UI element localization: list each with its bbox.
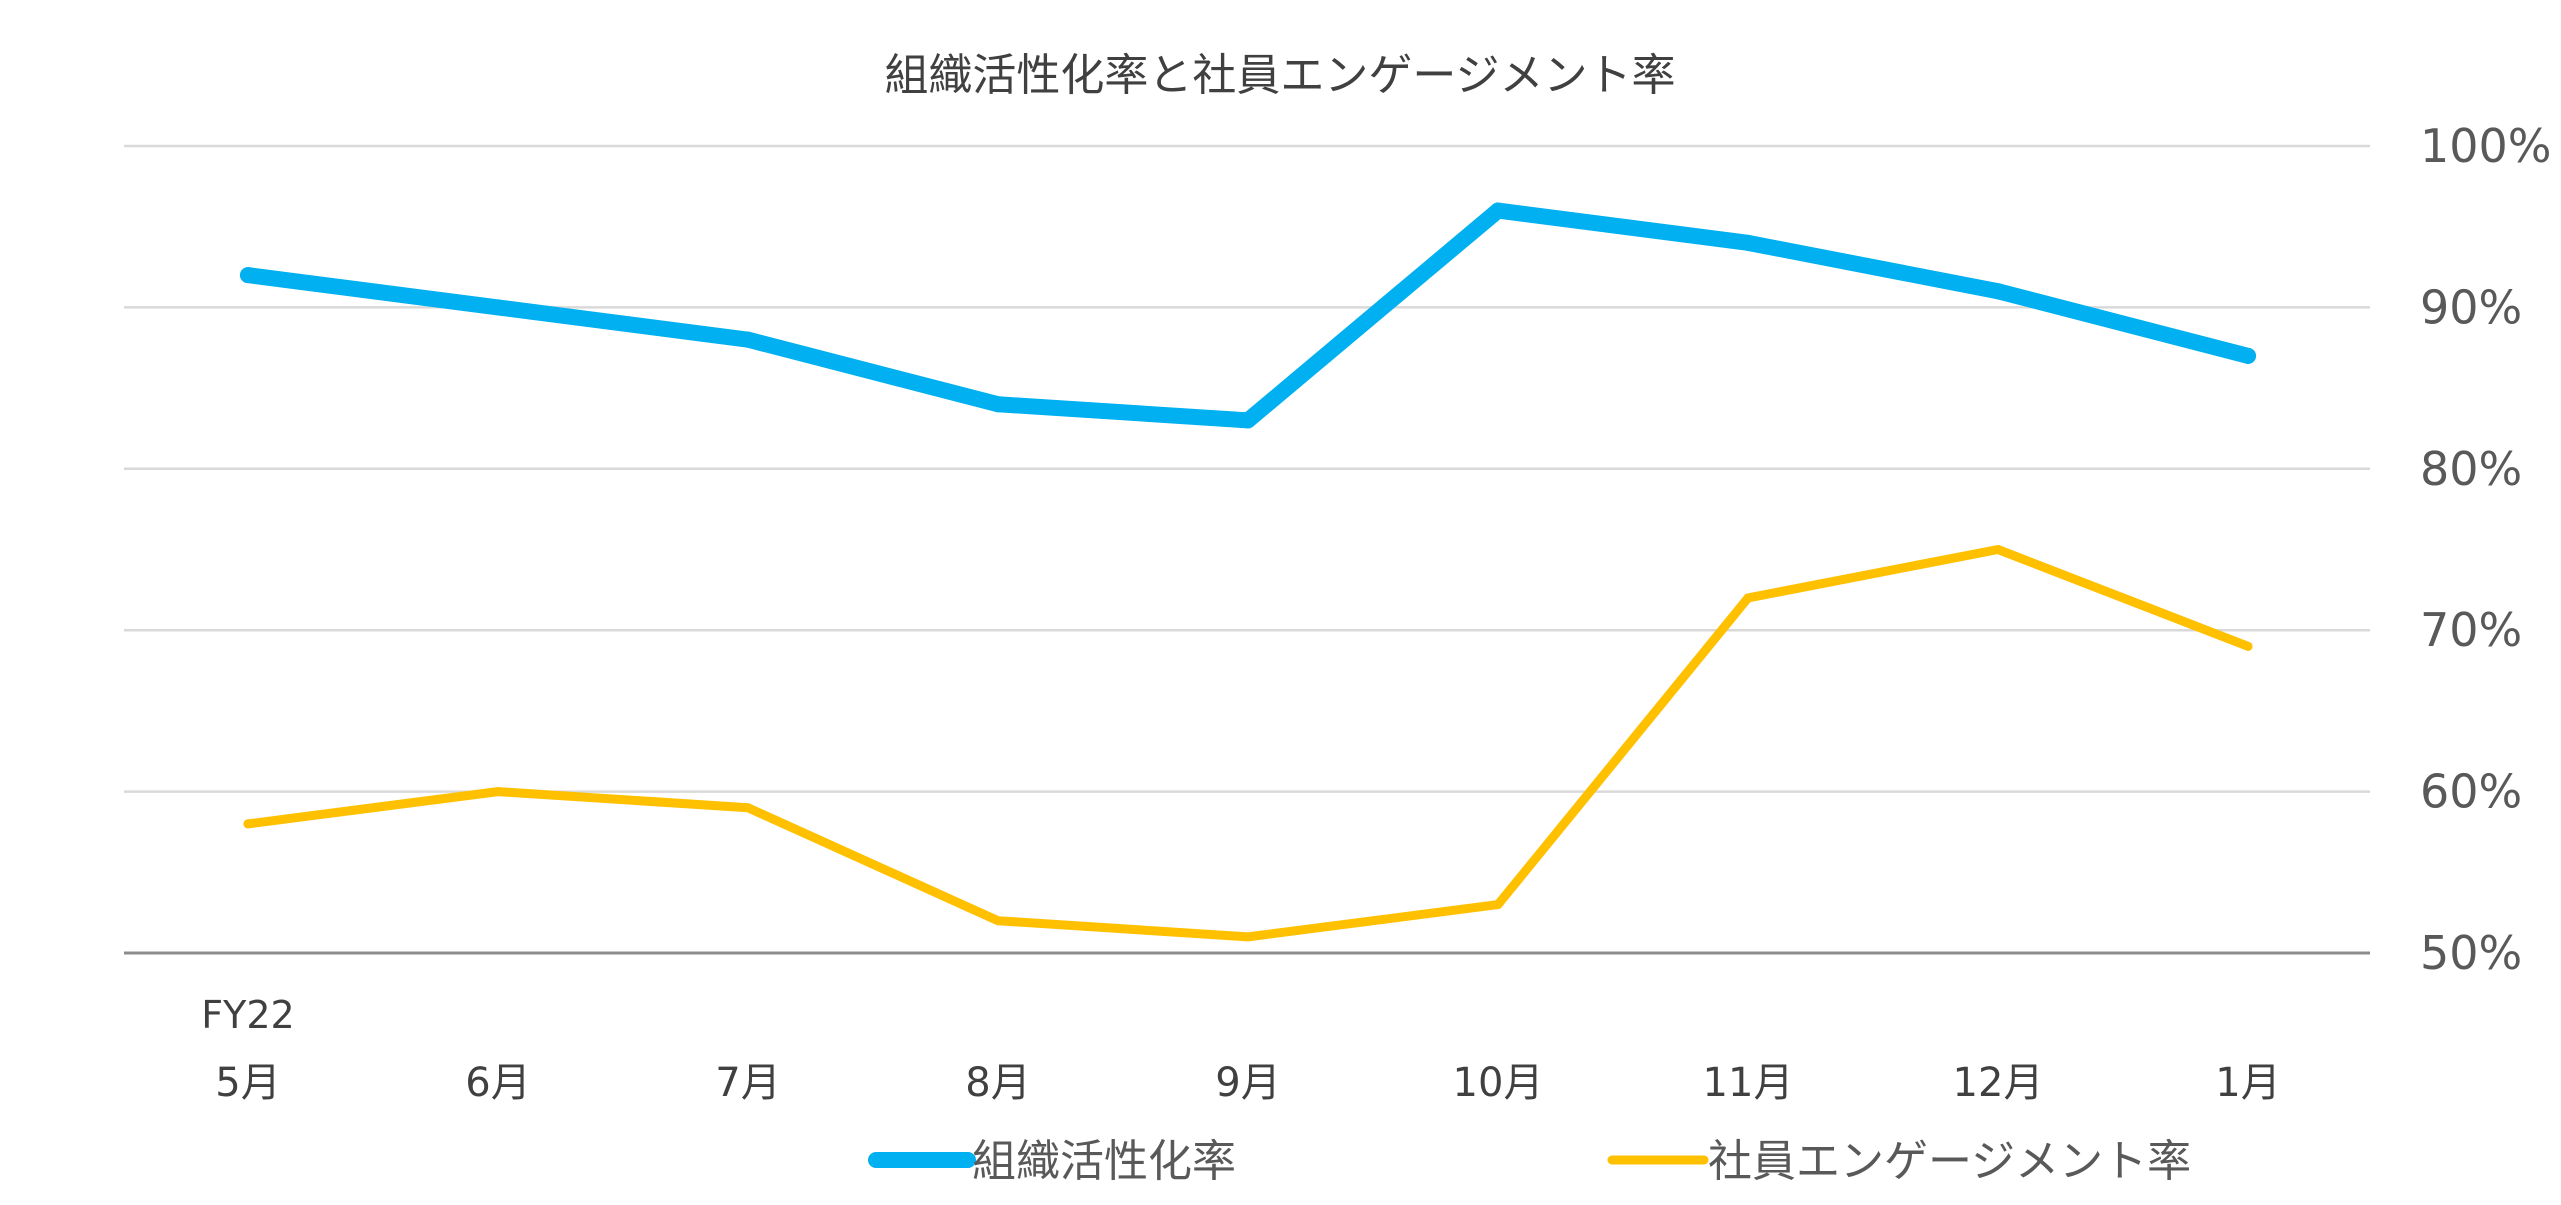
y-axis-ticks: 50% 60% 70% 80% 90% 100% <box>2420 119 2552 980</box>
data-point <box>1743 593 1753 603</box>
x-tick-label: 5月 <box>215 1060 280 1106</box>
data-point <box>1240 412 1256 429</box>
data-point <box>2243 641 2253 651</box>
data-point <box>1993 545 2003 554</box>
data-point <box>1990 283 2006 300</box>
y-tick-label: 70% <box>2420 603 2522 657</box>
chart-title: 組織活性化率と社員エンゲージメント率 <box>884 50 1675 101</box>
data-point <box>243 819 253 829</box>
data-point <box>493 787 503 797</box>
data-point <box>1740 234 1756 251</box>
x-tick-label: 6月 <box>465 1060 530 1106</box>
data-point <box>1243 932 1253 942</box>
y-tick-label: 50% <box>2420 926 2522 980</box>
data-point <box>1493 900 1503 910</box>
series-line-2 <box>243 545 2253 942</box>
y-tick-label: 60% <box>2420 765 2522 819</box>
data-point <box>240 267 256 284</box>
gridlines <box>124 144 2370 955</box>
data-point <box>2240 347 2256 364</box>
y-tick-label: 100% <box>2420 119 2552 173</box>
y-tick-label: 90% <box>2420 280 2522 334</box>
data-point <box>490 299 506 316</box>
x-tick-label: 12月 <box>1953 1060 2044 1106</box>
x-axis-ticks: 5月 6月 7月 8月 9月 10月 11月 12月 1月 <box>215 1060 2280 1106</box>
legend-label-2: 社員エンゲージメント率 <box>1708 1136 2191 1187</box>
data-point <box>990 396 1006 413</box>
legend-label-1: 組織活性化率 <box>972 1136 1236 1187</box>
x-tick-label: 9月 <box>1215 1060 1280 1106</box>
data-point <box>1490 202 1506 219</box>
y-tick-label: 80% <box>2420 442 2522 496</box>
data-point <box>743 803 753 813</box>
x-tick-label: 1月 <box>2215 1060 2280 1106</box>
x-tick-label: 7月 <box>715 1060 780 1106</box>
data-point <box>993 916 1003 926</box>
fiscal-year-label: FY22 <box>201 993 294 1037</box>
x-tick-label: 11月 <box>1703 1060 1794 1106</box>
legend: 組織活性化率 社員エンゲージメント率 <box>868 1136 2191 1187</box>
series-lines <box>240 202 2256 942</box>
x-tick-label: 10月 <box>1453 1060 1544 1106</box>
x-tick-label: 8月 <box>965 1060 1030 1106</box>
series-line-1 <box>240 202 2256 429</box>
data-point <box>740 331 756 348</box>
